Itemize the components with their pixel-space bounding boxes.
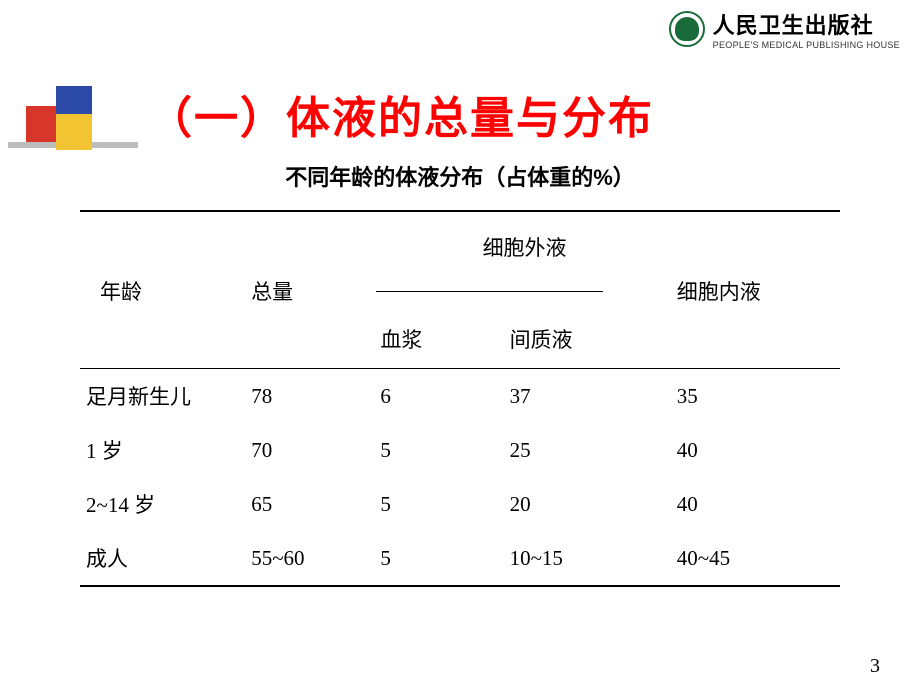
cell-age: 2~14 岁 [86,493,155,517]
cell-age: 成人 [86,547,128,571]
publisher-name-cn: 人民卫生出版社 [713,8,900,40]
cell-plasma: 5 [380,438,391,462]
page-number: 3 [870,655,880,678]
table-header-sub-row: 血浆 间质液 [80,316,840,369]
col-intracellular: 细胞内液 [677,280,761,304]
cell-interstitial: 20 [510,492,531,516]
cell-total: 78 [251,384,272,408]
slide-title: （一）体液的总量与分布 [148,82,654,146]
cell-intracellular: 40 [677,438,698,462]
cell-plasma: 6 [380,384,391,408]
table-row: 足月新生儿 78 6 37 35 [80,369,840,424]
table-row: 成人 55~60 5 10~15 40~45 [80,531,840,586]
col-plasma: 血浆 [380,328,422,352]
cell-plasma: 5 [380,546,391,570]
cell-intracellular: 40~45 [677,546,730,570]
cell-intracellular: 40 [677,492,698,516]
body-fluid-table: 细胞外液 年龄 总量 细胞内液 血浆 间质液 足月新生儿 78 6 37 35 … [80,210,840,587]
cell-plasma: 5 [380,492,391,516]
cell-interstitial: 10~15 [510,546,563,570]
publisher-block: 人民卫生出版社 PEOPLE'S MEDICAL PUBLISHING HOUS… [669,8,900,50]
col-age: 年龄 [100,280,142,304]
publisher-logo-icon [669,11,705,47]
publisher-name-en: PEOPLE'S MEDICAL PUBLISHING HOUSE [713,40,900,50]
title-decoration-icon [8,86,138,150]
cell-total: 55~60 [251,546,304,570]
cell-intracellular: 35 [677,384,698,408]
cell-age: 1 岁 [86,439,123,463]
table-header-group-row: 细胞外液 [80,211,840,266]
cell-total: 65 [251,492,272,516]
cell-interstitial: 25 [510,438,531,462]
cell-age: 足月新生儿 [86,385,191,409]
col-extracellular-group: 细胞外液 [483,236,567,260]
table-caption: 不同年龄的体液分布（占体重的%） [80,160,840,192]
data-table-container: 不同年龄的体液分布（占体重的%） 细胞外液 年龄 总量 细胞内液 血浆 间质液 … [80,160,840,587]
table-header-main-row: 年龄 总量 细胞内液 [80,266,840,316]
table-row: 2~14 岁 65 5 20 40 [80,477,840,531]
cell-total: 70 [251,438,272,462]
col-total: 总量 [251,280,293,304]
subgroup-rule [376,291,602,292]
col-interstitial: 间质液 [510,328,573,352]
cell-interstitial: 37 [510,384,531,408]
table-row: 1 岁 70 5 25 40 [80,423,840,477]
